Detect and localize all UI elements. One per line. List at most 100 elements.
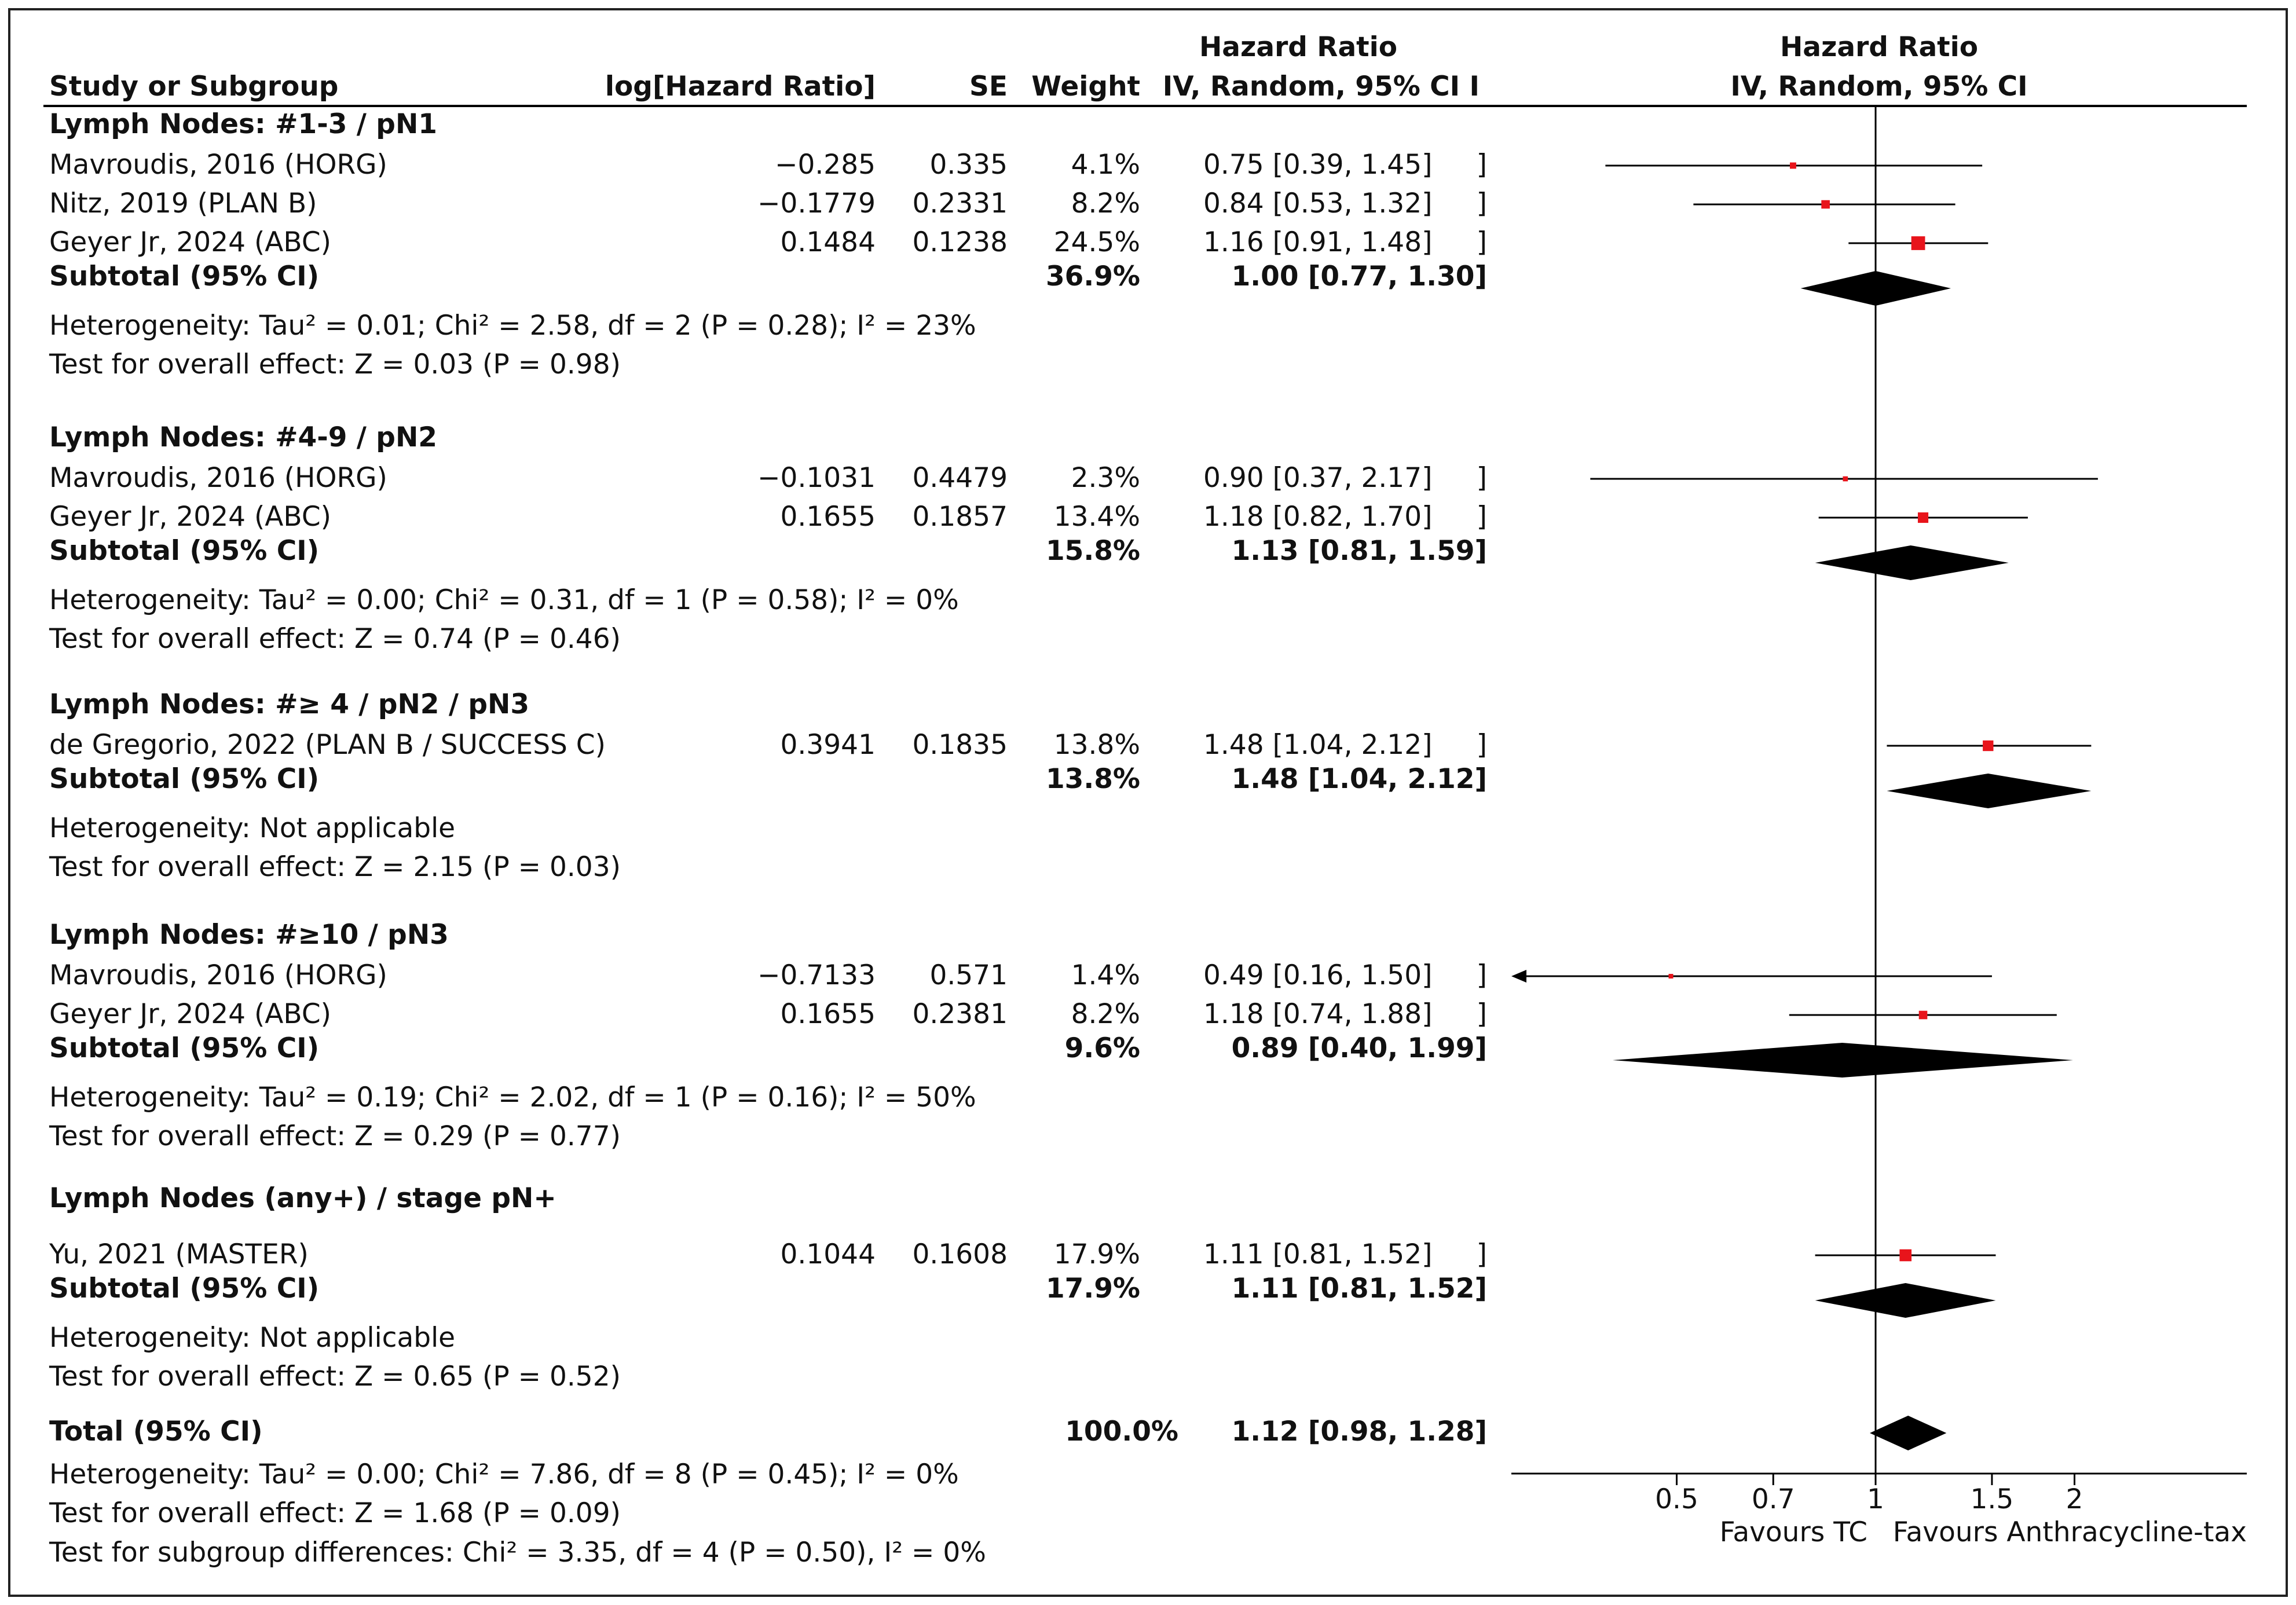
se-value: 0.4479 [913,462,1008,494]
ci-bracket: ] [1477,501,1487,533]
x-tick-label: 0.5 [1655,1483,1698,1515]
study-name: Mavroudis, 2016 (HORG) [49,149,387,181]
study-name: Nitz, 2019 (PLAN B) [49,188,317,219]
subtotal-diamond [1815,545,2009,580]
plot-col-title: Hazard Ratio [1780,31,1978,63]
overall-effect-text: Test for overall effect: Z = 0.29 (P = 0… [49,1120,621,1152]
subtotal-ci: 1.11 [0.81, 1.52] [1232,1273,1487,1304]
subtotal-weight: 36.9% [1046,261,1140,292]
se-value: 0.1238 [913,226,1008,258]
ci-value: 0.49 [0.16, 1.50] [1203,959,1432,991]
loghr-value: 0.3941 [781,729,876,761]
weight-value: 1.4% [1071,959,1140,991]
ci-value: 1.18 [0.82, 1.70] [1203,501,1432,533]
weight-value: 13.4% [1054,501,1140,533]
se-value: 0.571 [929,959,1008,991]
heterogeneity-text: Heterogeneity: Not applicable [49,1322,455,1354]
weight-col-header: Weight [1031,71,1140,102]
subgroup-title: Lymph Nodes: #4-9 / pN2 [49,422,437,453]
study-col-header: Study or Subgroup [49,71,338,102]
ci-bracket: ] [1477,462,1487,494]
ci-bracket: ] [1477,959,1487,991]
subtotal-diamond [1815,1283,1996,1318]
total-diamond [1869,1416,1947,1450]
heterogeneity-text: Heterogeneity: Tau² = 0.01; Chi² = 2.58,… [49,310,976,342]
subtotal-label: Subtotal (95% CI) [49,763,319,795]
total-weight: 100.0% [1065,1416,1178,1448]
ci-arrow [1511,970,1526,983]
loghr-value: 0.1655 [781,501,876,533]
weight-value: 17.9% [1054,1238,1140,1270]
subtotal-ci: 0.89 [0.40, 1.99] [1232,1032,1487,1064]
se-value: 0.1835 [913,729,1008,761]
x-tick-label: 2 [2066,1483,2083,1515]
favours-right-label: Favours Anthracycline-tax [1893,1516,2247,1548]
subtotal-weight: 13.8% [1046,763,1140,795]
total-label: Total (95% CI) [49,1416,263,1448]
subtotal-label: Subtotal (95% CI) [49,535,319,567]
subtotal-weight: 15.8% [1046,535,1140,567]
weight-value: 8.2% [1071,188,1140,219]
weight-value: 2.3% [1071,462,1140,494]
study-name: Geyer Jr, 2024 (ABC) [49,501,331,533]
study-name: Geyer Jr, 2024 (ABC) [49,998,331,1030]
loghr-value: −0.1031 [757,462,876,494]
ci-value: 1.16 [0.91, 1.48] [1203,226,1432,258]
subtotal-weight: 9.6% [1065,1032,1140,1064]
ci-value: 0.84 [0.53, 1.32] [1203,188,1432,219]
se-col-header: SE [969,71,1008,102]
loghr-value: 0.1044 [781,1238,876,1270]
subtotal-diamond [1612,1043,2073,1078]
heterogeneity-text: Heterogeneity: Not applicable [49,812,455,844]
weight-value: 13.8% [1054,729,1140,761]
study-name: Mavroudis, 2016 (HORG) [49,959,387,991]
loghr-value: −0.1779 [757,188,876,219]
total-overall-text: Test for overall effect: Z = 1.68 (P = 0… [49,1497,621,1529]
ci-bracket: ] [1477,729,1487,761]
study-name: Geyer Jr, 2024 (ABC) [49,226,331,258]
point-estimate [1843,476,1848,482]
subtotal-ci: 1.13 [0.81, 1.59] [1232,535,1487,567]
subgroup-title: Lymph Nodes: #≥10 / pN3 [49,919,449,951]
ci-value: 1.48 [1.04, 2.12] [1203,729,1432,761]
heterogeneity-text: Heterogeneity: Tau² = 0.19; Chi² = 2.02,… [49,1082,976,1113]
ci-bracket: ] [1477,1238,1487,1270]
subgroup-title: Lymph Nodes (any+) / stage pN+ [49,1182,556,1214]
heterogeneity-text: Heterogeneity: Tau² = 0.00; Chi² = 0.31,… [49,584,959,616]
loghr-col-header: log[Hazard Ratio] [605,71,876,102]
x-tick-label: 1.5 [1971,1483,2014,1515]
ci-value: 0.75 [0.39, 1.45] [1203,149,1432,181]
overall-effect-text: Test for overall effect: Z = 0.65 (P = 0… [49,1361,621,1393]
loghr-value: −0.285 [775,149,876,181]
subgroup-title: Lymph Nodes: #≥ 4 / pN2 / pN3 [49,688,529,720]
overall-effect-text: Test for overall effect: Z = 0.03 (P = 0… [49,349,621,380]
ci-bracket: ] [1477,226,1487,258]
point-estimate [1899,1249,1912,1262]
x-tick-label: 0.7 [1752,1483,1795,1515]
se-value: 0.2331 [913,188,1008,219]
weight-value: 24.5% [1054,226,1140,258]
point-estimate [1918,1010,1928,1020]
ci-value: 0.90 [0.37, 2.17] [1203,462,1432,494]
ci-bracket: ] [1477,188,1487,219]
subtotal-label: Subtotal (95% CI) [49,1032,319,1064]
subtotal-ci: 1.00 [0.77, 1.30] [1232,261,1487,292]
favours-left-label: Favours TC [1720,1516,1867,1548]
weight-value: 4.1% [1071,149,1140,181]
hr-col-title: Hazard Ratio [1199,31,1397,63]
figure-frame [8,8,2288,1597]
ci-bracket: ] [1477,998,1487,1030]
study-name: de Gregorio, 2022 (PLAN B / SUCCESS C) [49,729,606,761]
hr-col-subtitle: IV, Random, 95% CI I [1163,71,1480,102]
point-estimate [1911,236,1925,250]
loghr-value: −0.7133 [757,959,876,991]
total-ci: 1.12 [0.98, 1.28] [1232,1416,1487,1448]
point-estimate [1917,512,1929,523]
loghr-value: 0.1655 [781,998,876,1030]
overall-effect-text: Test for overall effect: Z = 0.74 (P = 0… [49,623,621,655]
study-name: Mavroudis, 2016 (HORG) [49,462,387,494]
subtotal-weight: 17.9% [1046,1273,1140,1304]
weight-value: 8.2% [1071,998,1140,1030]
x-tick-label: 1 [1867,1483,1884,1515]
ci-value: 1.11 [0.81, 1.52] [1203,1238,1432,1270]
